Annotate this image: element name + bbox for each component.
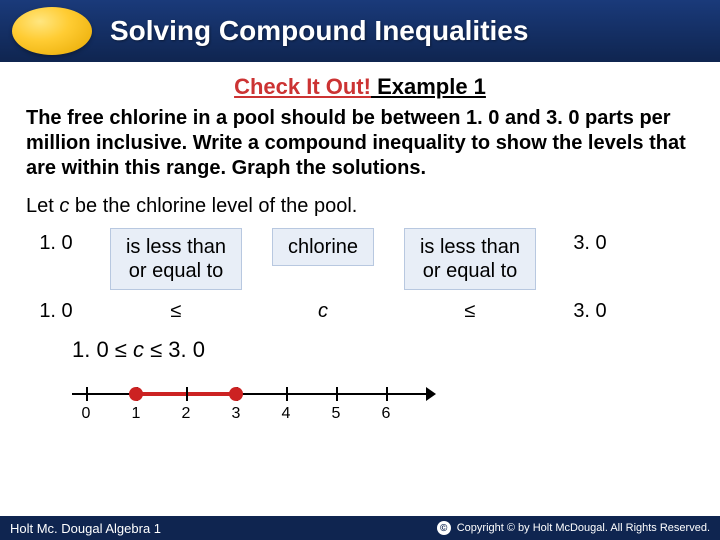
tick-label: 5 <box>332 405 341 423</box>
val-upper: 3. 0 <box>560 228 620 259</box>
header-oval-decoration <box>12 7 92 55</box>
problem-text: The free chlorine in a pool should be be… <box>26 106 694 181</box>
slide-footer: Holt Mc. Dougal Algebra 1 © Copyright © … <box>0 516 720 540</box>
slide-header: Solving Compound Inequalities <box>0 0 720 62</box>
sym-lower: 1. 0 <box>26 300 86 323</box>
let-var: c <box>59 195 69 217</box>
result-a: 1. 0 ≤ <box>72 337 133 362</box>
let-pre: Let <box>26 195 59 217</box>
sym-upper: 3. 0 <box>560 300 620 323</box>
val-lower: 1. 0 <box>26 228 86 259</box>
tick-label: 0 <box>82 405 91 423</box>
footer-right-text: Copyright © by Holt McDougal. All Rights… <box>457 522 710 534</box>
result-var: c <box>133 337 144 362</box>
tick-label: 1 <box>132 405 141 423</box>
closed-dot <box>229 387 243 401</box>
tick-label: 4 <box>282 405 291 423</box>
op-upper: is less than or equal to <box>404 228 536 290</box>
number-line-axis <box>72 393 432 395</box>
tick-label: 2 <box>182 405 191 423</box>
tick <box>286 387 288 401</box>
tick <box>186 387 188 401</box>
example-title: Check It Out! Example 1 <box>26 74 694 100</box>
tick-label: 3 <box>232 405 241 423</box>
result-b: ≤ 3. 0 <box>144 337 205 362</box>
compound-inequality-result: 1. 0 ≤ c ≤ 3. 0 <box>72 337 694 363</box>
verbal-expression-row: 1. 0 is less than or equal to chlorine i… <box>26 228 694 290</box>
tick-label: 6 <box>382 405 391 423</box>
tick <box>336 387 338 401</box>
header-title: Solving Compound Inequalities <box>110 15 528 47</box>
copyright-icon: © <box>437 521 451 535</box>
arrow-right-icon <box>426 387 436 401</box>
number-line: 0 1 2 3 4 5 6 <box>72 377 432 431</box>
op-lower: is less than or equal to <box>110 228 242 290</box>
check-it-out-label: Check It Out! <box>234 74 371 99</box>
var-mid: chlorine <box>272 228 374 266</box>
let-statement: Let c be the chlorine level of the pool. <box>26 195 694 218</box>
sym-op-lower: ≤ <box>110 300 242 323</box>
symbolic-expression-row: 1. 0 ≤ c ≤ 3. 0 <box>26 300 694 323</box>
let-post: be the chlorine level of the pool. <box>69 195 357 217</box>
tick <box>386 387 388 401</box>
closed-dot <box>129 387 143 401</box>
sym-op-upper: ≤ <box>404 300 536 323</box>
sym-var: c <box>272 300 374 323</box>
tick <box>86 387 88 401</box>
footer-left: Holt Mc. Dougal Algebra 1 <box>10 521 161 536</box>
footer-right: © Copyright © by Holt McDougal. All Righ… <box>437 521 710 535</box>
content-area: Check It Out! Example 1 The free chlorin… <box>0 62 720 431</box>
example-number: Example 1 <box>371 74 486 99</box>
